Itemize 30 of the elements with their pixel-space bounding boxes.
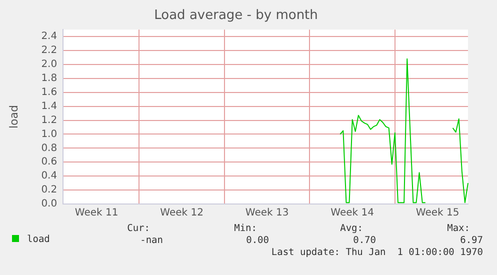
x-tick-label: Week 14	[330, 208, 374, 219]
text: 0.00	[246, 235, 269, 246]
y-tick-label: 1.2	[41, 114, 58, 126]
y-tick-label: 0.0	[41, 198, 58, 210]
chart-title: Load average - by month	[154, 8, 318, 24]
x-tick-label: Week 11	[74, 208, 118, 219]
legend-label: load	[27, 234, 50, 245]
x-tick-label: Week 12	[160, 208, 204, 219]
y-tick-label: 1.4	[41, 100, 58, 112]
y-tick-label: 2.4	[41, 31, 58, 42]
y-tick-label: 0.8	[41, 142, 58, 154]
y-tick-label: 0.2	[41, 184, 58, 196]
y-tick-label: 0.6	[41, 156, 58, 168]
x-tick-label: Week 13	[245, 208, 289, 219]
y-tick-label: 1.0	[41, 128, 58, 140]
x-tick-label: Week 15	[416, 208, 460, 219]
y-tick-label: 0.4	[41, 170, 58, 182]
text: Min:	[234, 223, 257, 234]
text: Avg:	[340, 223, 363, 234]
text: Cur:	[127, 223, 150, 234]
y-tick-label: 1.8	[41, 73, 58, 84]
y-tick-label: 2.2	[41, 45, 58, 56]
text: 6.97	[460, 235, 483, 246]
text: Last update: Thu Jan 1 01:00:00 1970	[271, 247, 483, 258]
text: Max:	[447, 223, 470, 234]
y-tick-label: 2.0	[41, 59, 58, 70]
text: -nan	[140, 235, 163, 246]
y-tick-label: 1.6	[41, 86, 58, 98]
text: 0.70	[353, 235, 376, 246]
y-axis-title: load	[7, 105, 20, 129]
